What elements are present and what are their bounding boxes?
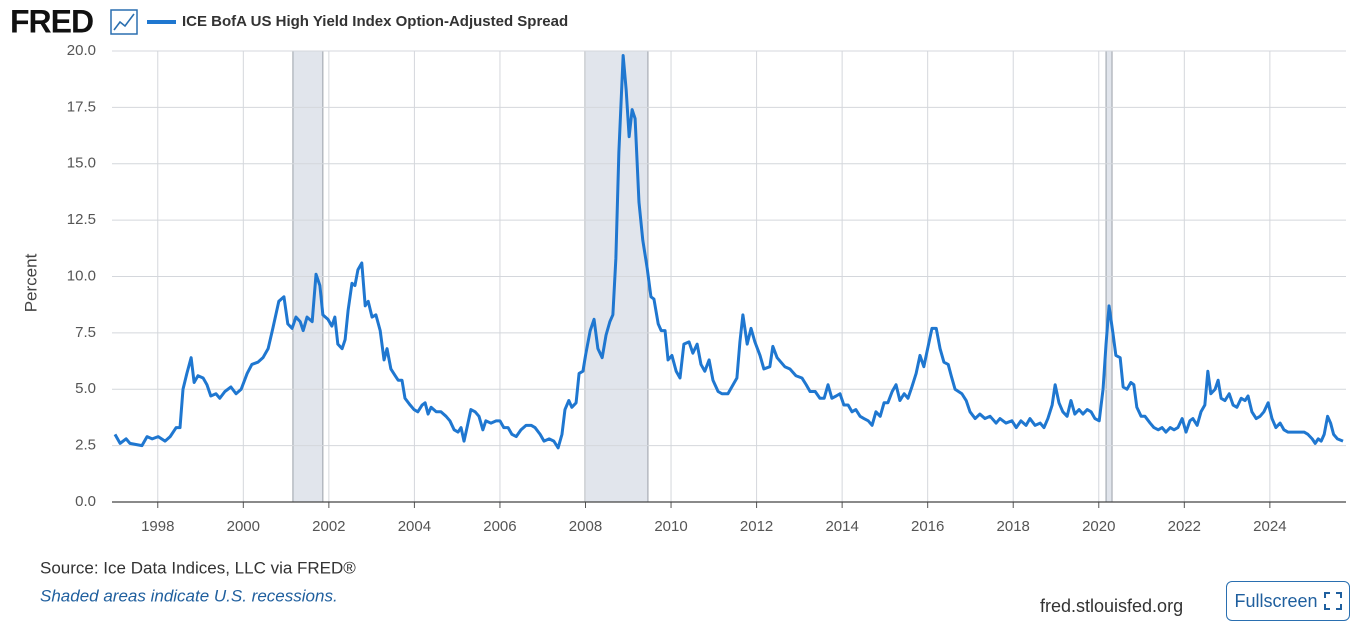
fullscreen-button[interactable]: Fullscreen <box>1226 581 1350 621</box>
logo: FRED <box>10 3 93 39</box>
x-tick-label: 2022 <box>1168 518 1201 535</box>
x-tick-label: 1998 <box>141 518 174 535</box>
y-tick-label: 2.5 <box>75 437 96 454</box>
x-tick-label: 2018 <box>997 518 1030 535</box>
y-axis-label: Percent <box>21 253 40 312</box>
x-tick-label: 2002 <box>312 518 345 535</box>
recession-note: Shaded areas indicate U.S. recessions. <box>40 586 338 605</box>
x-tick-label: 2004 <box>398 518 431 535</box>
y-tick-label: 12.5 <box>67 211 96 228</box>
y-tick-label: 15.0 <box>67 155 96 172</box>
x-tick-label: 2012 <box>740 518 773 535</box>
fullscreen-icon <box>1323 592 1342 610</box>
x-tick-label: 2016 <box>911 518 944 535</box>
y-tick-label: 0.0 <box>75 493 96 510</box>
icon-frame <box>110 9 138 35</box>
plot-area <box>112 50 1346 503</box>
source: Source: Ice Data Indices, LLC via FRED® <box>40 558 356 577</box>
x-tick-label: 2024 <box>1253 518 1286 535</box>
series-line <box>113 54 1344 450</box>
button-label: Fullscreen <box>1234 590 1318 611</box>
x-tick-label: 2000 <box>227 518 260 535</box>
site-url: fred.stlouisfed.org <box>1040 596 1183 616</box>
x-tick-label: 2010 <box>654 518 687 535</box>
y-tick-label: 5.0 <box>75 380 96 397</box>
x-tick-label: 2006 <box>483 518 516 535</box>
icon-line <box>113 13 135 31</box>
fullscreen-glyph <box>1323 592 1342 610</box>
y-tick-label: 7.5 <box>75 324 96 341</box>
y-tick-label: 20.0 <box>67 42 96 59</box>
y-tick-label: 17.5 <box>67 98 96 115</box>
y-tick-label: 10.0 <box>67 267 96 284</box>
x-tick-label: 2014 <box>825 518 858 535</box>
x-tick-label: 2008 <box>569 518 602 535</box>
legend-label: ICE BofA US High Yield Index Option-Adju… <box>182 13 568 30</box>
x-tick-label: 2020 <box>1082 518 1115 535</box>
logo-icon <box>110 9 138 35</box>
